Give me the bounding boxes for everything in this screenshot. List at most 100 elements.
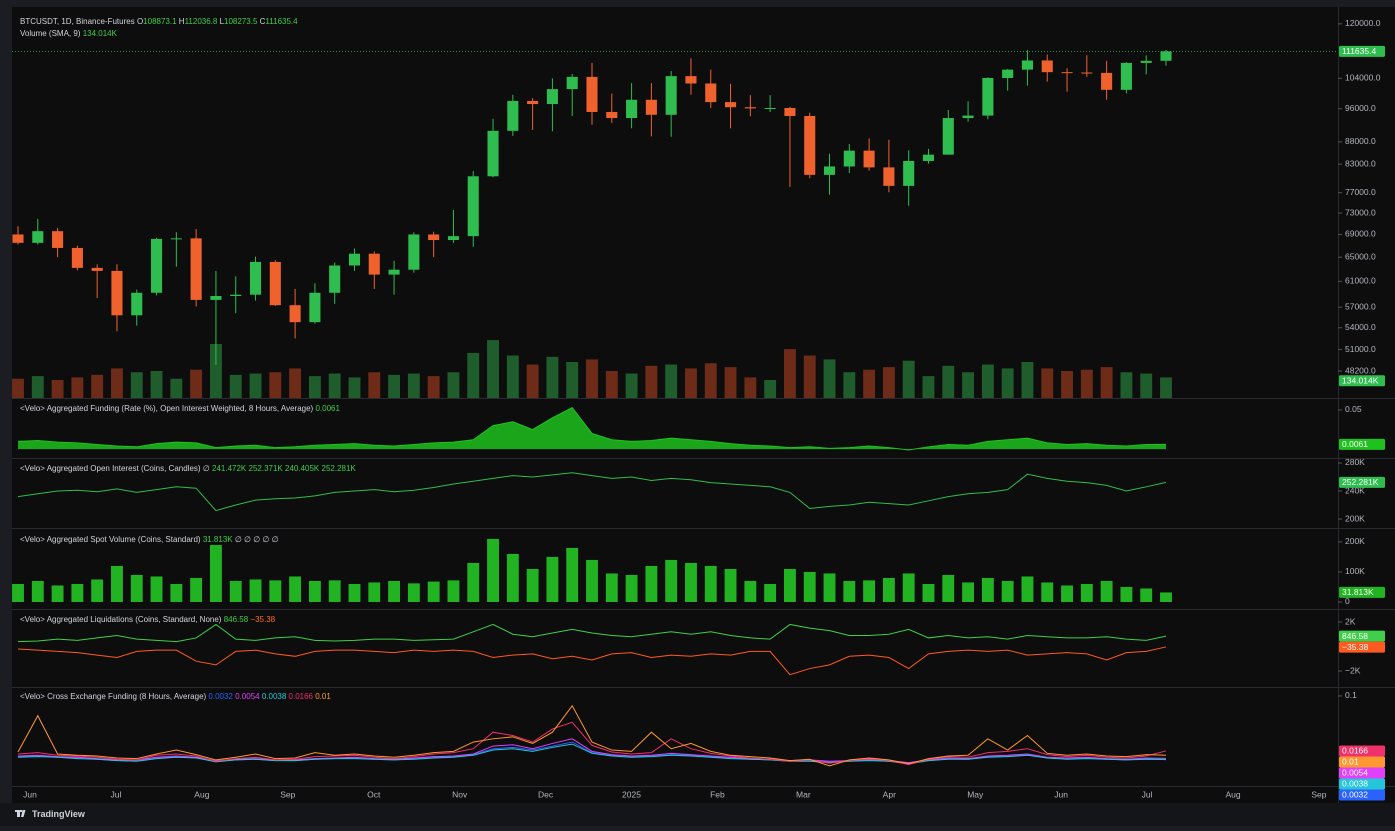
y-tick-label: 0.05 [1345, 404, 1362, 414]
y-tick-label: 69000.0 [1345, 229, 1376, 239]
bar [91, 579, 104, 602]
candle-body [1081, 72, 1093, 74]
last-value-box [1339, 586, 1385, 598]
bar [150, 576, 163, 602]
bar [368, 582, 381, 602]
volume-bar [1160, 377, 1172, 398]
x-tick-label: Aug [194, 789, 209, 799]
bar [783, 568, 796, 602]
indicator-value: 252.371K [249, 464, 284, 473]
symbol: BTCUSDT, 1D, Binance-Futures [20, 17, 135, 26]
indicator-name: Volume (SMA, 9) [20, 29, 81, 38]
series-line [17, 472, 1167, 512]
y-tick-label: 57000.0 [1345, 301, 1376, 311]
last-value-box [1339, 745, 1385, 757]
indicator-value: 31.813K [203, 535, 233, 544]
bar [190, 577, 203, 602]
volume-bar [625, 373, 638, 398]
candle-body [626, 99, 638, 119]
bar [12, 583, 24, 602]
volume-bar [328, 373, 341, 398]
bar [902, 573, 915, 602]
candle-body [388, 269, 400, 275]
x-tick-label: Feb [710, 789, 725, 799]
last-value-box [1339, 476, 1385, 488]
volume-bar [882, 367, 895, 398]
volume-bar [1140, 373, 1153, 398]
volume-bar [447, 372, 460, 398]
candle-body [725, 102, 737, 108]
x-tick-label: Aug [1225, 789, 1240, 799]
bar [427, 581, 440, 602]
bar [764, 583, 777, 602]
bar [31, 580, 44, 602]
bar [605, 573, 618, 602]
volume-bar [902, 360, 915, 398]
bar [249, 579, 262, 602]
candle-body [883, 167, 895, 186]
volume-sma-label: 134.014K [1342, 376, 1379, 386]
candle-body [1002, 69, 1014, 78]
candle-body [507, 100, 519, 131]
bar [586, 559, 598, 602]
indicator-value: 0.0054 [235, 692, 260, 701]
y-tick-label: 61000.0 [1345, 276, 1376, 286]
candle-body [91, 267, 103, 271]
candle-body [289, 305, 301, 323]
candle-body [151, 238, 163, 293]
volume-bar [744, 377, 757, 398]
candle-body [32, 231, 44, 243]
volume-bar [605, 370, 618, 398]
last-value-label: 0.0038 [1342, 779, 1368, 789]
y-tick-label: 65000.0 [1345, 251, 1376, 261]
x-tick-label: Sep [1311, 789, 1326, 799]
candle-body [210, 296, 222, 300]
candle-body [606, 111, 618, 119]
candle-body [823, 166, 836, 175]
last-value-label: −35.38 [1342, 642, 1369, 652]
indicator-value: −35.38 [250, 615, 275, 624]
candle-body [566, 76, 578, 90]
bar [744, 580, 757, 602]
bar [229, 580, 242, 602]
bar [269, 580, 282, 602]
candle-body [408, 234, 420, 270]
bar [1021, 576, 1034, 602]
indicator-name: <Velo> Cross Exchange Funding (8 Hours, … [20, 692, 207, 701]
candle-body [665, 76, 677, 115]
series-line [17, 646, 1167, 676]
volume-bar [546, 356, 559, 398]
y-tick-label: 100K [1345, 566, 1365, 576]
candle-body [982, 77, 994, 116]
last-value-box [1339, 630, 1385, 642]
volume-bar [388, 374, 401, 398]
price-legend: BTCUSDT, 1D, Binance-Futures O108873.1 H… [20, 17, 298, 26]
bar [487, 538, 499, 602]
y-tick-label: 73000.0 [1345, 207, 1376, 217]
indicator-name: <Velo> Aggregated Liquidations (Coins, S… [20, 615, 222, 624]
y-tick-label: 88000.0 [1345, 136, 1376, 146]
volume-bar [1001, 368, 1014, 398]
volume-bar [1041, 368, 1054, 398]
bar [71, 583, 84, 602]
candle-body [230, 294, 242, 297]
indicator-value: 0.0166 [289, 692, 314, 701]
candle-body [487, 130, 499, 177]
candle-body [269, 261, 281, 306]
volume-bar [1080, 369, 1093, 398]
candle-body [527, 100, 539, 105]
last-value-box [1339, 756, 1385, 768]
y-tick-label: 280K [1345, 457, 1365, 467]
x-tick-label: Mar [796, 789, 811, 799]
candle-body [685, 76, 697, 84]
indicator-value: 134.014K [83, 29, 118, 38]
indicator-extra: ∅ [203, 464, 210, 473]
bar [863, 580, 876, 602]
volume-bar [289, 368, 302, 398]
volume-bar [209, 343, 222, 398]
volume-bar [467, 352, 480, 398]
volume-bar [348, 377, 361, 398]
candle-body [1120, 62, 1132, 90]
candle-body [428, 234, 440, 241]
candle-body [843, 150, 855, 167]
